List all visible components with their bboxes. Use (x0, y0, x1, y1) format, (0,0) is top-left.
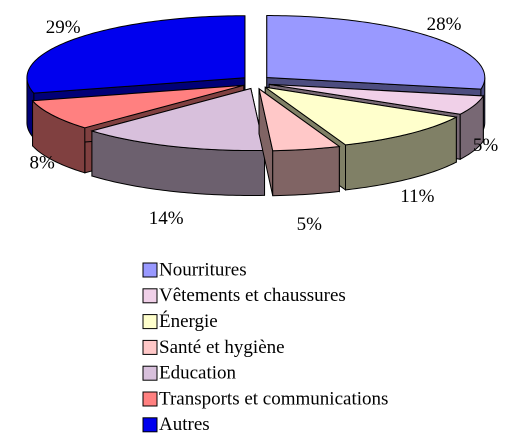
data-label: 11% (400, 186, 434, 207)
slice-rim (272, 145, 340, 197)
legend-swatch (142, 339, 158, 355)
slice-top (31, 84, 244, 129)
slice (258, 87, 341, 197)
slice-top (90, 87, 266, 152)
legend-swatch (142, 417, 158, 433)
legend-swatch (142, 288, 158, 304)
legend-swatch (142, 314, 158, 330)
data-label: 5% (473, 135, 499, 156)
slice-top (266, 15, 486, 90)
legend-label: Education (159, 363, 237, 384)
legend-label: Nourritures (159, 259, 247, 280)
data-label: 14% (149, 208, 184, 229)
slice-top (264, 86, 458, 146)
legend-label: Vêtements et chaussures (159, 285, 346, 306)
legend-label: Énergie (159, 310, 218, 332)
data-label: 28% (427, 14, 462, 35)
legend-swatch (142, 262, 158, 278)
data-label: 5% (297, 214, 323, 235)
legend-label: Transports et communications (159, 388, 388, 409)
data-label: 29% (46, 17, 81, 38)
slice-top (269, 83, 485, 115)
slice-top (26, 15, 246, 94)
legend-label: Santé et hygiène (159, 337, 285, 358)
legend-swatch (142, 391, 158, 407)
slice (90, 87, 266, 197)
data-label: 8% (30, 153, 56, 174)
legend-label: Autres (159, 414, 210, 435)
slice-top (258, 87, 341, 152)
legend-swatch (142, 365, 158, 381)
